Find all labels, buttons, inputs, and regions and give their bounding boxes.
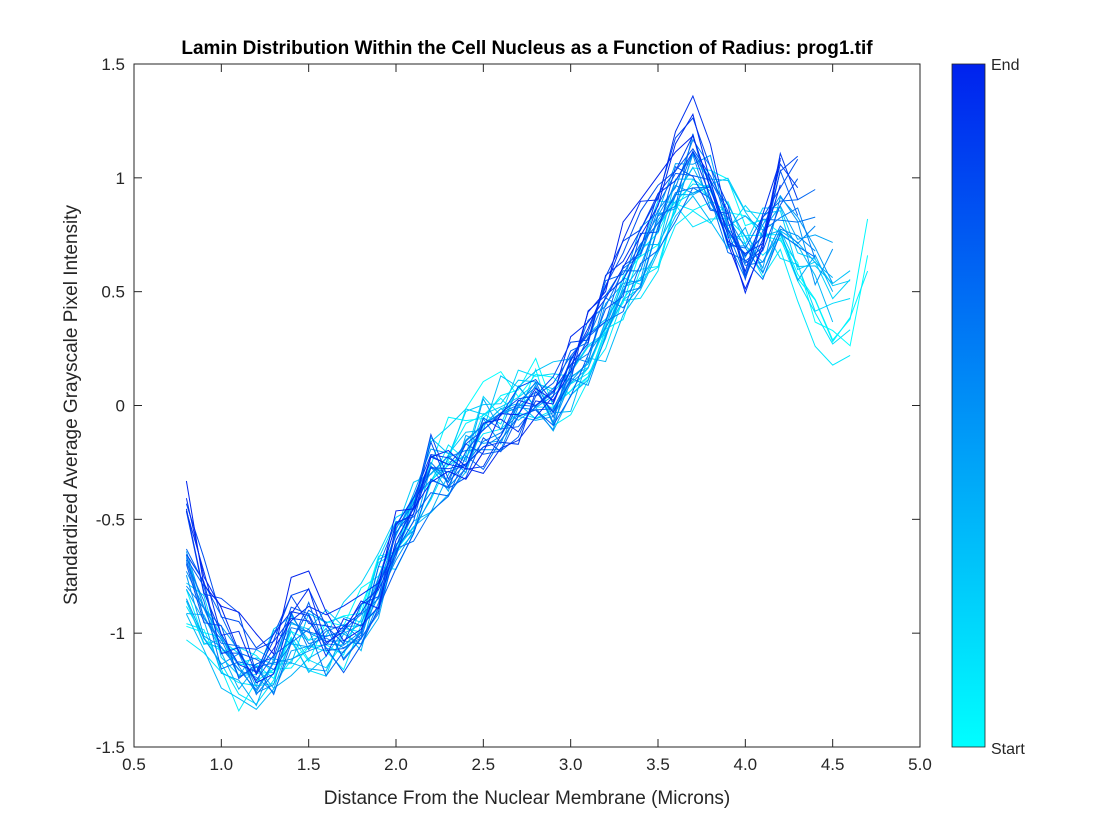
series-line-30: [185, 135, 781, 656]
series-line-27: [185, 150, 799, 673]
x-axis-label: Distance From the Nuclear Membrane (Micr…: [324, 788, 731, 809]
colorbar: End Start: [951, 57, 1025, 758]
series-line-8: [185, 178, 851, 665]
y-axis-label: Standardized Average Grayscale Pixel Int…: [61, 205, 82, 605]
x-tick-label: 4.5: [821, 755, 845, 774]
series-line-22: [185, 169, 799, 682]
y-tick-label: 0.5: [101, 283, 125, 302]
x-tick-label: 5.0: [908, 755, 932, 774]
x-tick-label: 4.0: [734, 755, 758, 774]
series-line-28: [185, 94, 781, 676]
y-tick-label: 0: [116, 397, 125, 416]
y-tick-label: 1: [116, 169, 125, 188]
series-line-6: [185, 183, 851, 674]
series-line-14: [185, 152, 834, 694]
colorbar-start-label: Start: [991, 741, 1025, 758]
x-axis: 0.5 1.0 1.5 2.0 2.5 3.0 3.5 4.0 4.5 5.0: [122, 64, 932, 774]
y-tick-label: -0.5: [96, 510, 125, 529]
y-tick-label: -1: [110, 624, 125, 643]
y-axis: -1.5 -1 -0.5 0 0.5 1 1.5: [96, 55, 920, 757]
colorbar-gradient: [951, 63, 986, 748]
x-tick-label: 0.5: [122, 755, 146, 774]
chart-title: Lamin Distribution Within the Cell Nucle…: [181, 38, 873, 59]
x-tick-label: 1.5: [297, 755, 321, 774]
y-tick-label: 1.5: [101, 55, 125, 74]
x-tick-label: 3.5: [646, 755, 670, 774]
x-tick-label: 2.5: [472, 755, 496, 774]
x-tick-label: 2.0: [384, 755, 408, 774]
y-tick-label: -1.5: [96, 738, 125, 757]
x-tick-label: 3.0: [559, 755, 583, 774]
series-group: [185, 94, 869, 713]
series-line-13: [185, 154, 833, 689]
colorbar-end-label: End: [991, 57, 1019, 74]
x-tick-label: 1.0: [210, 755, 234, 774]
plot-area: 0.5 1.0 1.5 2.0 2.5 3.0 3.5 4.0 4.5 5.0 -1.5 -1 -0.…: [96, 55, 932, 774]
series-line-29: [185, 113, 781, 684]
